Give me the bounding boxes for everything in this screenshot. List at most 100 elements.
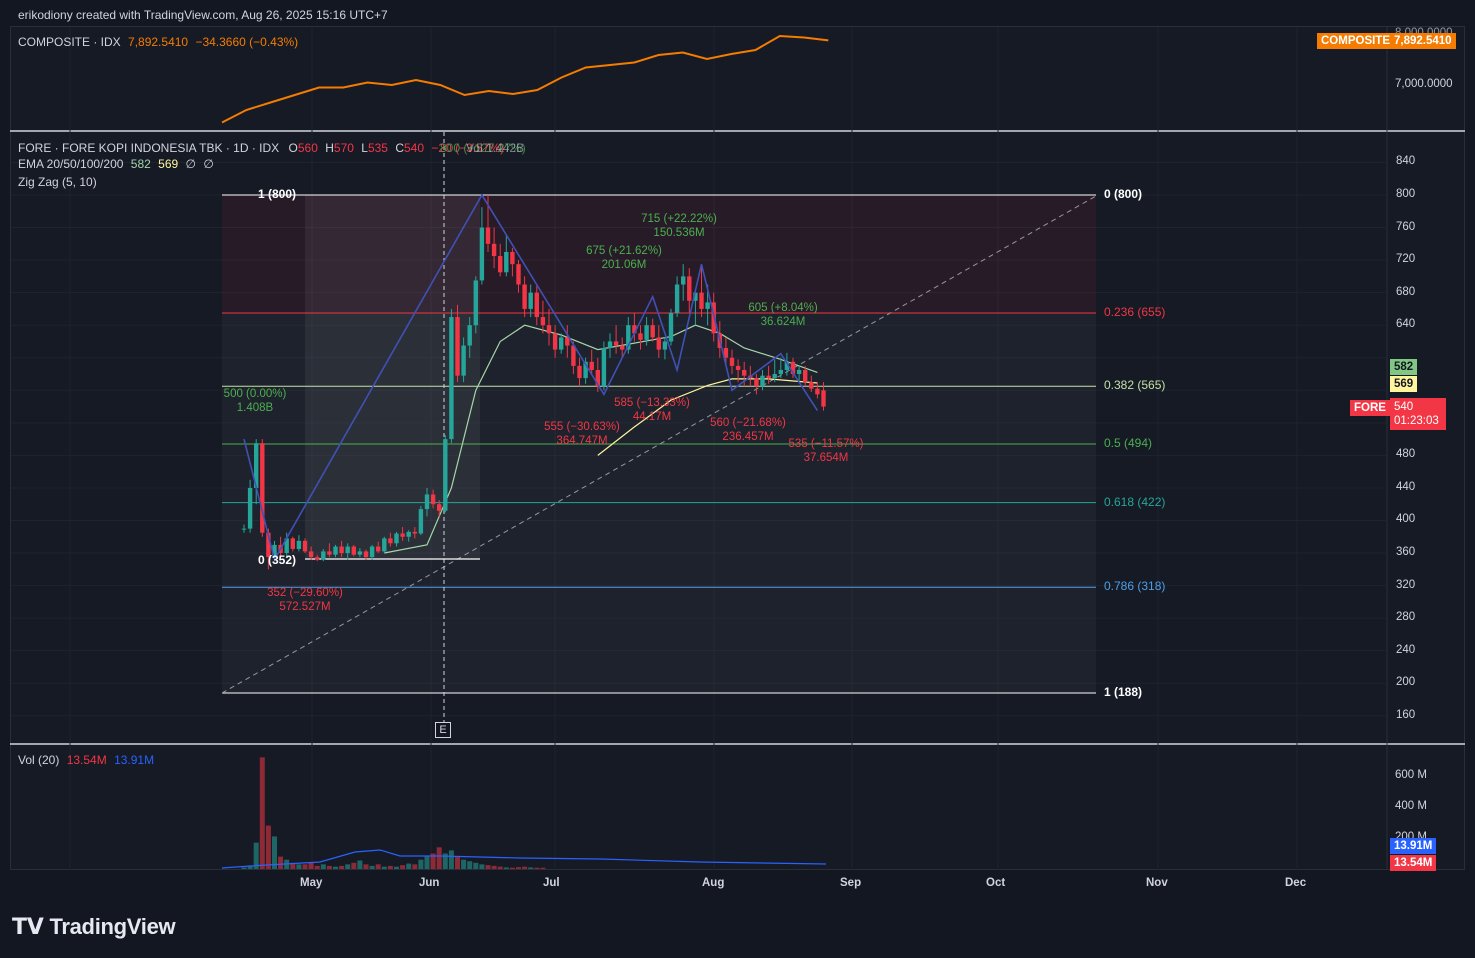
fib-label: 0.382 (565) xyxy=(1104,378,1166,393)
candle xyxy=(638,333,643,340)
volume-bar xyxy=(308,862,314,869)
candle xyxy=(546,325,552,334)
candle xyxy=(754,378,759,387)
candle xyxy=(455,317,460,376)
candle xyxy=(461,345,466,376)
volume-bar xyxy=(509,867,515,869)
price-axis-label: 400 xyxy=(1396,513,1416,526)
candle xyxy=(394,533,399,544)
vol-overlap: Vol 1.442B xyxy=(466,141,525,155)
candle xyxy=(742,369,747,376)
candle xyxy=(266,532,271,558)
candle xyxy=(418,509,424,534)
volume-bar xyxy=(339,865,345,869)
candle xyxy=(296,540,302,549)
price-tag: 540 01:23:03 xyxy=(1390,398,1446,430)
fib-lines xyxy=(222,194,1096,694)
vol-axis-600: 600 M xyxy=(1395,769,1427,781)
annotation-line2: 37.654M xyxy=(803,452,849,464)
annotation-line1: 500 (0.00%) xyxy=(223,388,287,400)
horizontal-grid xyxy=(11,161,1386,717)
overlap-text: 800 (+127.27%) xyxy=(440,141,526,155)
time-axis-label: Dec xyxy=(1285,877,1307,889)
candle xyxy=(760,375,765,387)
time-axis-label: Nov xyxy=(1146,877,1168,889)
volume-bar xyxy=(394,866,399,869)
candle xyxy=(559,337,564,350)
candle xyxy=(479,227,485,281)
candle xyxy=(424,494,430,510)
fib-backgrounds xyxy=(222,195,1096,313)
swing-annotation: 560 (−21.68%) 236.457M xyxy=(708,416,788,444)
fib-label: 1 (188) xyxy=(1104,685,1143,699)
candle xyxy=(772,374,777,379)
candle xyxy=(809,382,814,389)
candle xyxy=(650,325,655,338)
candle xyxy=(491,243,497,257)
volume-bar xyxy=(278,856,284,869)
candle xyxy=(735,365,741,370)
chart-frame xyxy=(10,26,1465,870)
volume-bar xyxy=(320,864,326,869)
candle xyxy=(241,528,247,530)
candle xyxy=(577,365,582,379)
annotation-line1: 535 (−11.57%) xyxy=(788,438,864,450)
ema20-tag: 582 xyxy=(1390,359,1418,375)
composite-name: COMPOSITE · IDX xyxy=(18,35,121,49)
candle xyxy=(363,551,369,558)
price-axis-label: 680 xyxy=(1396,285,1416,298)
candle xyxy=(571,345,576,366)
candle xyxy=(467,325,472,346)
candle xyxy=(473,280,478,326)
candle xyxy=(729,357,735,366)
price-axis-label: 200 xyxy=(1396,676,1416,689)
tradingview-logo[interactable]: 𝗧𝗩 TradingView xyxy=(12,914,176,939)
candle xyxy=(528,292,533,309)
annotation-line2: 236.457M xyxy=(722,431,774,443)
candle xyxy=(552,333,558,350)
price-axis-label: 440 xyxy=(1396,480,1416,493)
candle xyxy=(272,544,277,558)
candle xyxy=(565,337,570,346)
composite-line xyxy=(221,34,829,124)
vol-axis-400: 400 M xyxy=(1395,800,1427,812)
fib-label: 0.236 (655) xyxy=(1104,304,1166,319)
candle xyxy=(534,292,539,318)
volume-bar xyxy=(314,865,320,869)
time-axis-label: Oct xyxy=(986,877,1006,889)
price-axis-label: 160 xyxy=(1396,708,1416,721)
ema20-line xyxy=(384,324,818,554)
candle xyxy=(607,341,613,348)
candle xyxy=(260,443,265,533)
volume-bar xyxy=(448,850,454,869)
candle xyxy=(790,361,796,375)
volume-bar xyxy=(375,864,381,869)
ema-legend: EMA 20/50/100/200 582 569 ∅ ∅ xyxy=(18,157,214,171)
candle xyxy=(449,317,454,440)
vol-ma-tag: 13.91M xyxy=(1390,838,1437,854)
candle xyxy=(485,227,491,244)
candle xyxy=(382,538,387,552)
price-axis-label: 240 xyxy=(1396,643,1416,656)
swing-annotation: 605 (+8.04%) 36.624M xyxy=(743,301,823,329)
candle xyxy=(674,284,680,313)
volume-bar xyxy=(534,867,540,869)
annotation-line1: 675 (+21.62%) xyxy=(586,245,662,257)
candle xyxy=(351,546,356,555)
volume-ma-line xyxy=(221,849,827,869)
volume-bar xyxy=(491,865,497,869)
volume-bar xyxy=(485,865,491,869)
swing-annotation: 500 (0.00%) 1.408B xyxy=(215,387,295,415)
earnings-marker[interactable]: E xyxy=(435,722,451,738)
fib-zone xyxy=(222,195,1096,313)
candle xyxy=(699,292,704,309)
annotation-line2: 150.536M xyxy=(653,227,705,239)
annotation-line2: 44.17M xyxy=(632,411,672,423)
candle xyxy=(662,341,668,350)
composite-axis-label: 7,000.0000 xyxy=(1395,78,1453,90)
volume-bar xyxy=(333,866,338,869)
annotation-line1: 605 (+8.04%) xyxy=(748,302,818,314)
candle xyxy=(644,325,649,340)
volume-bar xyxy=(516,867,521,869)
